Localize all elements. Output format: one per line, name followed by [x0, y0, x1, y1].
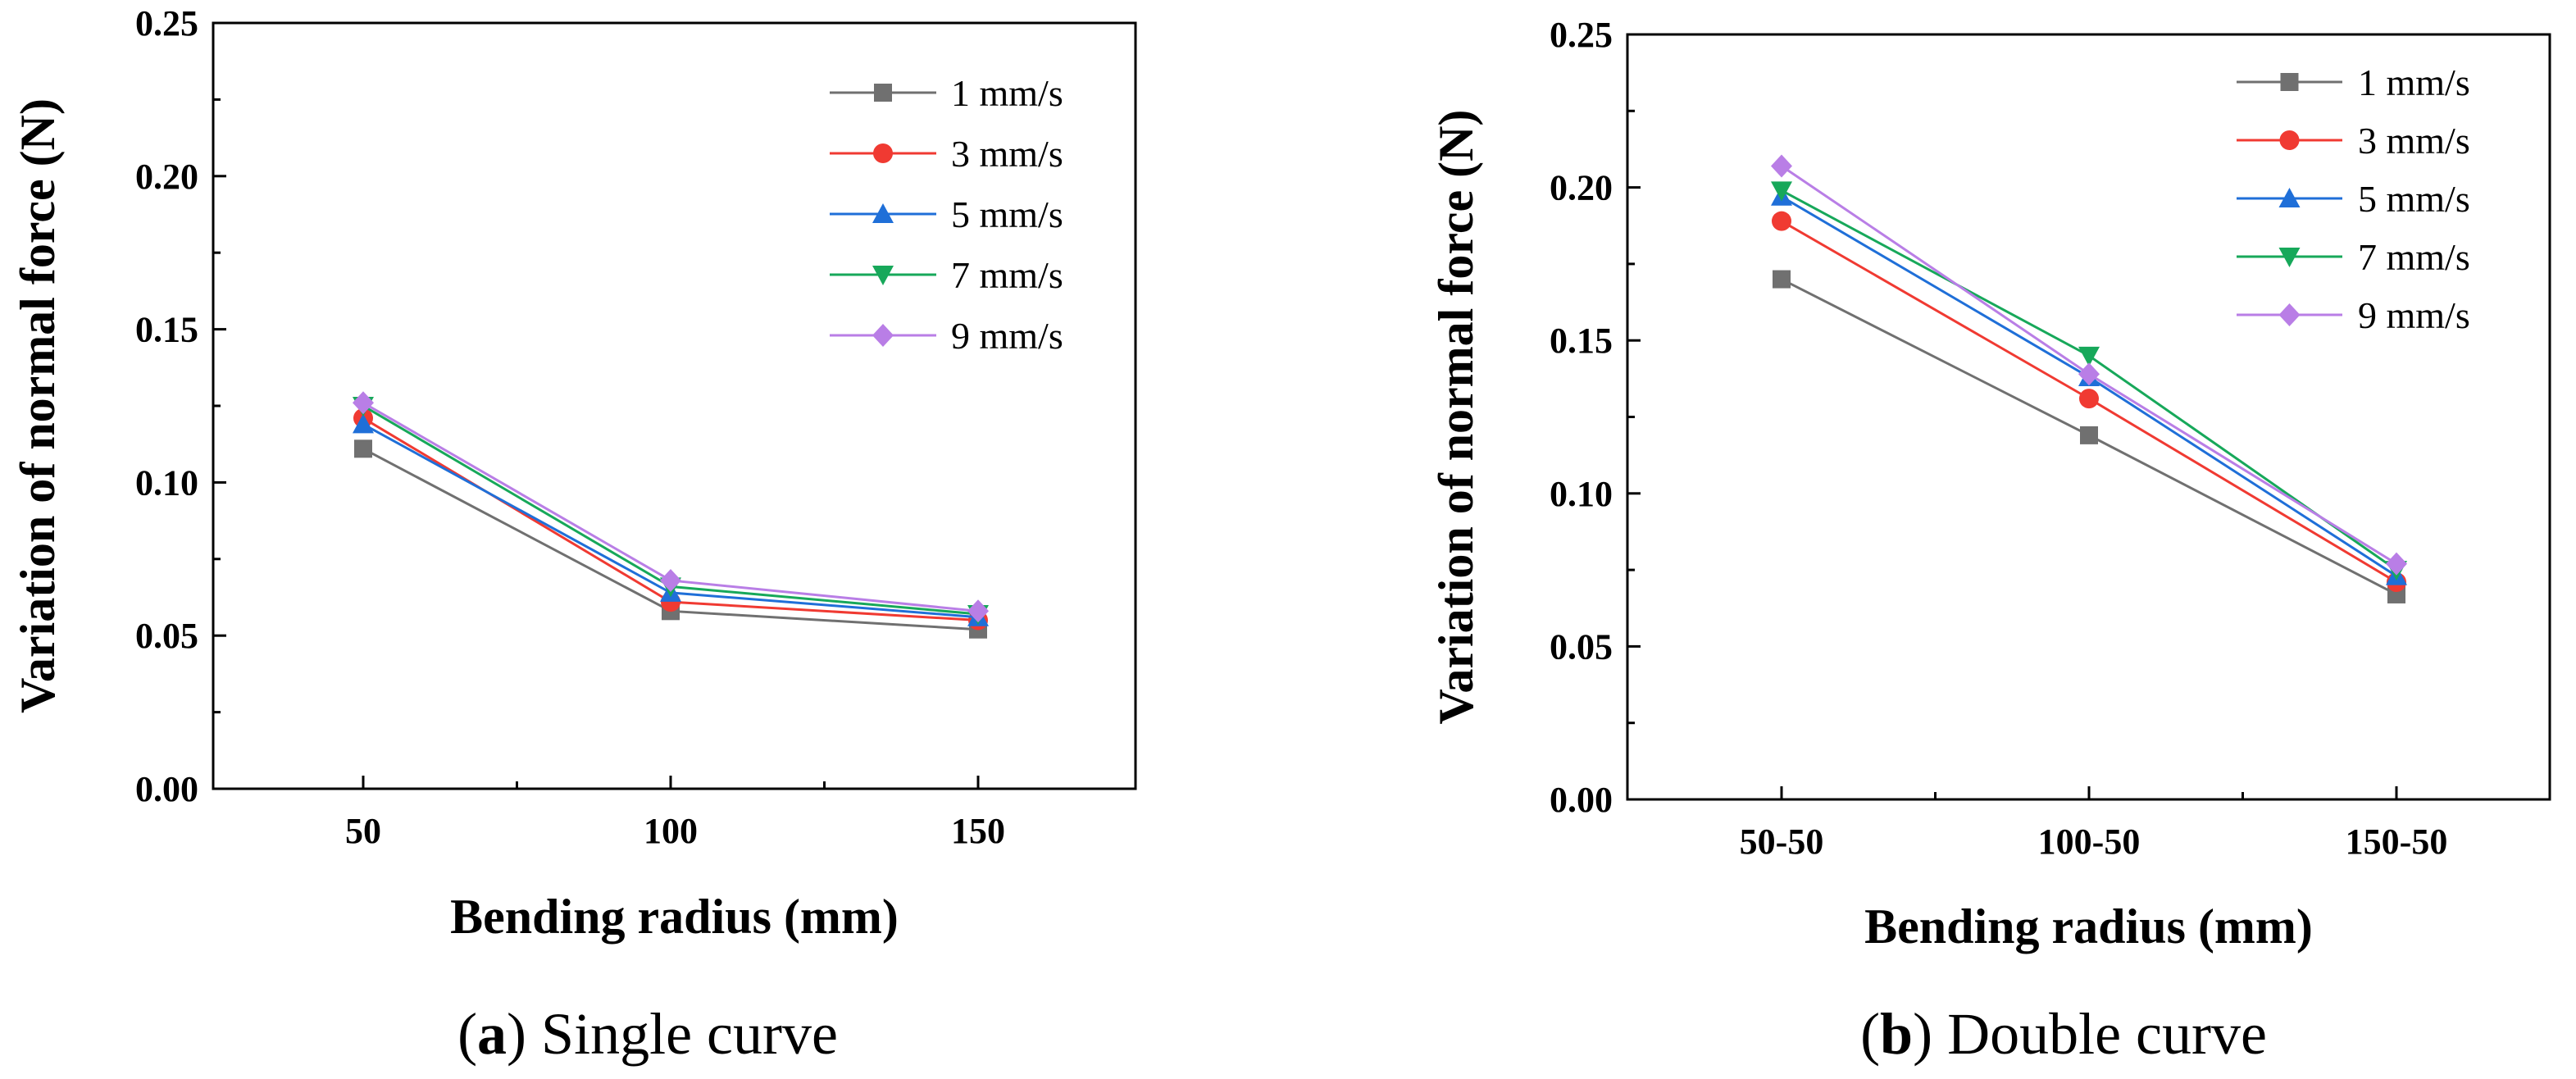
legend-marker: [872, 324, 894, 347]
legend-marker: [2280, 73, 2299, 91]
figure-caption: (a) Single curve: [457, 1001, 838, 1067]
panel-double-curve: 0.00 0.05 0.10 0.15 0.20 0.25 50-50 100-50 150-5…: [1429, 15, 2551, 1067]
data-point: [2080, 426, 2098, 444]
data-point: [1772, 211, 1791, 231]
y-tick-label: 0.15: [135, 310, 198, 350]
legend-label: 5 mm/s: [2358, 178, 2470, 220]
legend-label: 1 mm/s: [2358, 61, 2470, 103]
data-point: [2386, 552, 2407, 576]
figure-caption: (b) Double curve: [1860, 1001, 2267, 1067]
y-tick-label: 0.25: [1550, 15, 1613, 55]
legend-label: 3 mm/s: [951, 133, 1063, 175]
legend-label: 5 mm/s: [951, 193, 1063, 235]
data-point: [354, 439, 372, 458]
caption-open: (: [457, 1001, 477, 1067]
legend-marker: [2279, 130, 2300, 150]
data-point: [353, 391, 374, 415]
y-tick-label: 0.00: [135, 769, 198, 809]
x-tick-label: 50-50: [1740, 822, 1824, 862]
legend-label: 9 mm/s: [2358, 294, 2470, 336]
panel-single-curve: 0.00 0.05 0.10 0.15 0.20 0.25 50 100 150 Variatio…: [11, 3, 1137, 1067]
y-tick-label: 0.05: [1550, 626, 1613, 667]
x-tick-label: 150-50: [2346, 822, 2448, 862]
caption-open: (: [1860, 1001, 1880, 1067]
caption-letter: a: [477, 1001, 507, 1067]
caption-text: Single curve: [526, 1001, 838, 1067]
legend-marker: [873, 143, 893, 163]
data-point: [967, 599, 989, 623]
x-tick-label: 50: [345, 811, 381, 851]
caption-close: ): [1913, 1001, 1932, 1067]
x-axis-title: Bending radius (mm): [1864, 899, 2313, 954]
data-point: [2078, 362, 2100, 386]
x-tick-label: 100-50: [2038, 822, 2141, 862]
legend-marker: [2278, 303, 2301, 326]
data-point: [1771, 181, 1792, 202]
data-point: [1771, 154, 1792, 178]
y-tick-label: 0.00: [1550, 780, 1613, 820]
y-axis-title: Variation of normal force (N): [1429, 110, 1483, 725]
legend-label: 7 mm/s: [2358, 236, 2470, 278]
y-tick-label: 0.20: [1550, 168, 1613, 208]
caption-text: Double curve: [1932, 1001, 2267, 1067]
legend-label: 1 mm/s: [951, 72, 1063, 114]
y-tick-label: 0.10: [1550, 474, 1613, 514]
x-tick-label: 150: [951, 811, 1005, 851]
data-point: [660, 568, 681, 592]
data-point: [1773, 270, 1791, 289]
y-tick-label: 0.25: [135, 3, 198, 43]
data-point: [2078, 346, 2100, 366]
x-axis-title: Bending radius (mm): [450, 890, 899, 944]
legend-marker: [872, 266, 894, 285]
legend-marker: [874, 84, 892, 102]
legend-label: 9 mm/s: [951, 315, 1063, 357]
data-point: [2079, 389, 2099, 409]
legend-marker: [872, 203, 894, 223]
y-tick-label: 0.10: [135, 462, 198, 503]
x-tick-label: 100: [644, 811, 698, 851]
legend-label: 7 mm/s: [951, 254, 1063, 296]
caption-close: ): [507, 1001, 526, 1067]
data-point: [353, 413, 374, 434]
legend-marker: [2278, 248, 2301, 267]
legend-marker: [2278, 188, 2301, 207]
y-tick-label: 0.20: [135, 157, 198, 197]
y-tick-label: 0.05: [135, 616, 198, 656]
y-tick-label: 0.15: [1550, 321, 1613, 361]
series-line-2: [1781, 195, 2397, 577]
legend-label: 3 mm/s: [2358, 120, 2470, 162]
y-axis-title: Variation of normal force (N): [11, 98, 65, 713]
caption-letter: b: [1880, 1001, 1913, 1067]
